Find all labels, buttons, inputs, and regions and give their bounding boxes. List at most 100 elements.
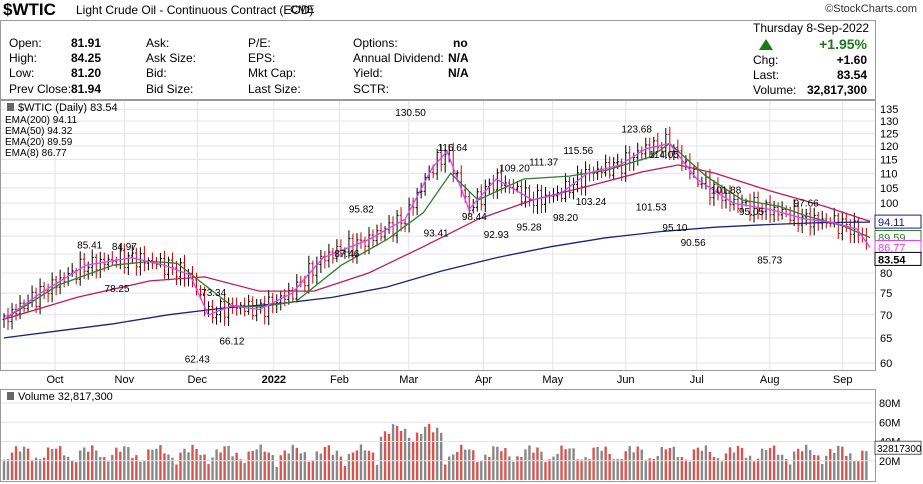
volume-bar [849,453,852,480]
volume-bar [147,449,150,480]
quote-panel: Open: 81.91 High: 84.25 Low: 81.20 Prev … [0,20,876,100]
volume-bar [648,458,651,480]
volume-bar [323,446,327,480]
volume-bar [456,451,459,480]
volume-bar [287,453,290,480]
price-tick-label: 60 [880,358,892,370]
price-tick-label: 120 [880,141,898,153]
volume-badge-box [874,440,922,455]
date-tick-label: Oct [46,374,63,386]
volume-bar [608,453,611,480]
volume-bar [600,450,603,480]
volume-bar [688,461,692,480]
volume-bar [865,451,868,480]
volume-bar [107,461,110,480]
price-annotation: 114.05 [649,150,679,161]
volume-bar [588,459,591,480]
volume-bar [580,459,583,480]
volume-bar [837,445,840,480]
volume-bar [760,448,764,480]
price-tick-label: 80 [880,268,892,280]
price-badge-label: 94.11 [878,217,905,229]
volume-bar [419,433,423,480]
chart-header: $WTIC Light Crude Oil - Continuous Contr… [0,0,923,20]
volume-bar [54,448,58,480]
chart-type-icon [7,103,14,111]
legend-title: $WTIC (Daily) 83.54 [18,102,118,114]
volume-bar [415,432,419,480]
volume-bar [636,446,639,480]
volume-bar [564,449,567,480]
volume-bar [448,456,451,480]
volume-bar [46,447,50,480]
volume-icon [7,392,14,400]
volume-bar [821,463,824,480]
volume-bar [111,454,114,480]
quote-value-high: 84.25 [71,51,102,65]
quote-value-chg: +1.60 [836,53,867,67]
volume-bar [315,451,319,480]
volume-bar [123,446,126,480]
volume-bar [207,464,210,480]
volume-bar [516,456,519,480]
quote-value-volume: 32,817,300 [806,83,867,97]
volume-bar [311,460,315,480]
quote-label-low: Low: [9,66,35,80]
volume-bar [30,459,34,480]
volume-bar [712,456,716,480]
price-annotation: 123.68 [621,125,652,136]
volume-bar [171,457,174,480]
volume-bar [596,446,599,480]
volume-bar [720,461,724,480]
date-tick-label: Feb [330,374,349,386]
price-annotation: 101.88 [711,185,742,196]
legend-ema50: EMA(50) 94.32 [5,126,73,137]
volume-bar [592,447,595,480]
price-annotation: 95.10 [662,223,687,234]
volume-bar [203,454,206,480]
volume-bar [560,445,563,480]
quote-label-chg: Chg: [753,53,779,67]
volume-bar [532,452,535,480]
quote-label-dividend: Annual Dividend: [353,51,444,65]
date-tick-label: 2022 [262,374,286,386]
volume-bar [183,448,186,480]
volume-bar [211,457,214,480]
volume-bar [612,459,615,480]
volume-bar [536,447,539,480]
volume-bar [652,458,655,480]
exchange-label: CME [290,4,315,16]
price-grid [1,101,875,370]
volume-bar [50,448,54,480]
volume-bar [95,450,98,480]
volume-bar [724,453,728,480]
stockcharts-logo[interactable]: ©StockCharts.com [825,3,917,15]
quote-label-mktcap: Mkt Cap: [248,66,297,80]
volume-bar [151,449,154,480]
volume-bar [496,446,499,480]
volume-bar [728,447,732,480]
volume-bar [784,458,788,480]
volume-bar [2,459,6,480]
volume-bar [744,457,748,480]
price-annotation: 78.25 [105,284,130,295]
volume-bar [620,459,623,480]
volume-bar [512,461,515,480]
volume-bar [243,463,246,480]
volume-bar [484,454,487,480]
price-tick-label: 110 [880,168,898,180]
volume-bar [804,444,808,480]
price-annotation: 103.24 [576,197,607,208]
volume-bar [431,432,435,480]
volume-bar [227,445,230,480]
volume-bar [632,452,635,480]
volume-bar [676,456,680,480]
volume-bar [624,451,627,480]
volume-bar [335,450,339,480]
volume-bar [407,437,411,480]
price-annotation: 90.56 [681,238,706,249]
volume-bar [259,444,262,480]
volume-bar [684,459,688,480]
volume-bar [809,450,812,480]
